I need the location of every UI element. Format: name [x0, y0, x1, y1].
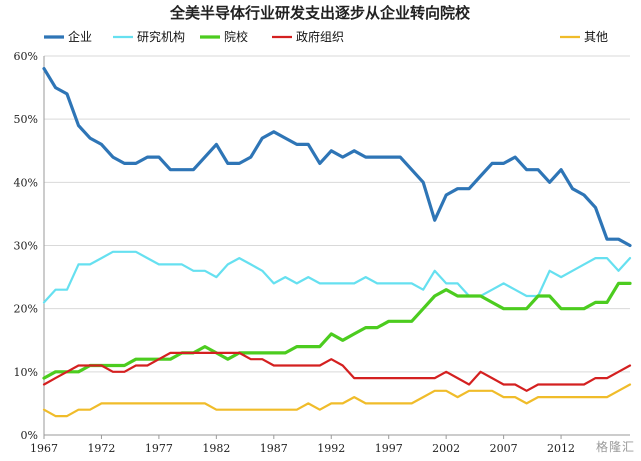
series-line-1	[42, 250, 632, 304]
y-tick-label: 10%	[14, 366, 38, 379]
series-lines	[42, 66, 632, 418]
series-line-0	[42, 66, 632, 248]
y-tick-label: 20%	[14, 303, 38, 316]
gridlines	[44, 55, 630, 373]
series-line-4	[42, 383, 632, 418]
legend-label-3: 政府组织	[296, 29, 344, 44]
x-tick-label: 2002	[432, 442, 460, 455]
x-tick-label: 1967	[30, 442, 58, 455]
legend: 企业 研究机构 院校 政府组织 其他	[44, 29, 608, 44]
y-axis-ticks: 0% 10% 20% 30% 40% 50% 60%	[14, 50, 38, 442]
x-tick-label: 1982	[202, 442, 230, 455]
x-tick-label: 1997	[375, 442, 403, 455]
y-tick-label: 30%	[14, 240, 38, 253]
series-line-3	[42, 351, 632, 392]
x-tick-label: 1992	[317, 442, 345, 455]
legend-label-2: 院校	[224, 29, 248, 44]
chart-title: 全美半导体行业研发支出逐步从企业转向院校	[169, 4, 471, 22]
x-tick-label: 2012	[547, 442, 575, 455]
x-tick-label: 1987	[260, 442, 288, 455]
y-tick-label: 40%	[14, 176, 38, 189]
y-tick-label: 0%	[21, 429, 38, 442]
legend-label-1: 研究机构	[137, 29, 185, 44]
legend-label-4: 其他	[584, 30, 608, 44]
watermark-logo: 格隆汇	[595, 440, 635, 454]
x-tick-label: 1977	[145, 442, 173, 455]
x-axis-ticks: 1967 1972 1977 1982 1987 1992 1997 2002 2007 2012	[30, 435, 575, 455]
legend-label-0: 企业	[68, 29, 92, 44]
axes	[43, 56, 630, 436]
y-tick-label: 50%	[14, 113, 38, 126]
y-tick-label: 60%	[14, 50, 38, 63]
x-tick-label: 2007	[490, 442, 518, 455]
series-line-2	[42, 281, 632, 380]
x-tick-label: 1972	[87, 442, 115, 455]
